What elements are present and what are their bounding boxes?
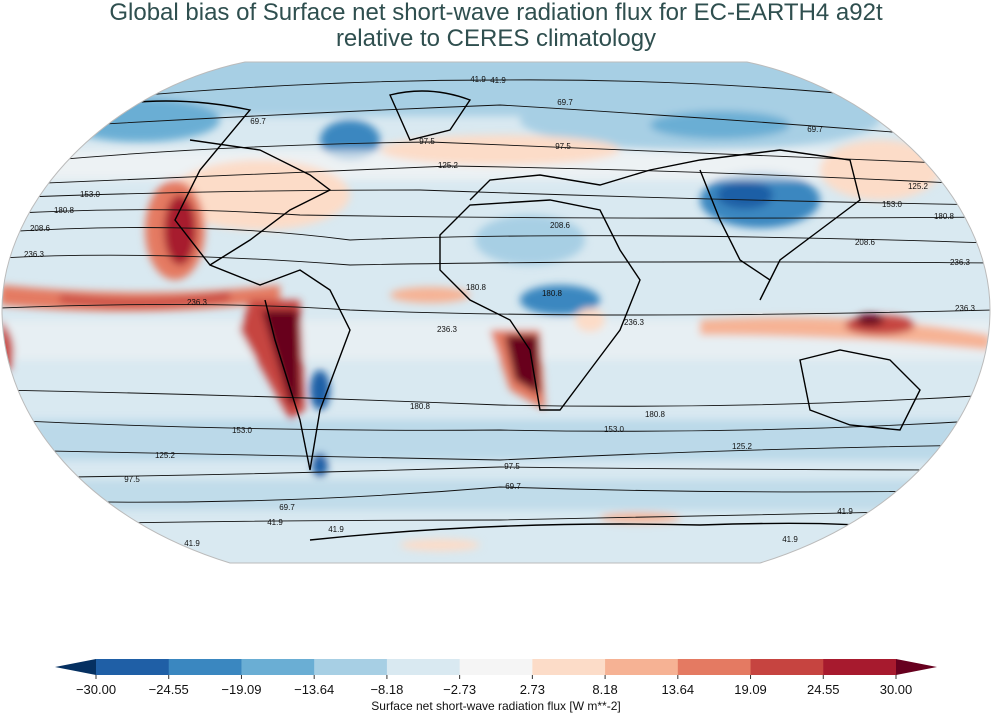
contour-label: 236.3 xyxy=(437,325,458,334)
contour-label: 236.3 xyxy=(950,258,971,267)
colorbar-tick-label: 19.09 xyxy=(734,682,767,697)
contour-label: 208.6 xyxy=(855,238,876,247)
colorbar-segment xyxy=(168,659,242,675)
contour-label: 41.9 xyxy=(782,535,798,544)
colorbar-tick-label: −8.18 xyxy=(370,682,404,697)
colorbar-tick-label: −19.09 xyxy=(221,682,262,697)
colorbar-tick-label: 13.64 xyxy=(661,682,695,697)
colorbar-extend-high xyxy=(896,659,937,675)
contour-label: 180.8 xyxy=(542,289,563,298)
colorbar-segment xyxy=(314,659,388,675)
bias-map: 41.9 41.9 69.7 69.7 69.7 97.5 97.5 125.2 125.2 15… xyxy=(1,61,991,564)
contour-label: 180.8 xyxy=(410,402,431,411)
colorbar-segment xyxy=(750,659,824,675)
contour-label: 41.9 xyxy=(490,76,506,85)
map-field: 41.9 41.9 69.7 69.7 69.7 97.5 97.5 125.2 125.2 15… xyxy=(2,62,990,563)
contour-label: 153.0 xyxy=(604,425,625,434)
contour-label: 41.9 xyxy=(470,75,486,84)
contour-lines xyxy=(2,79,990,526)
contour-label: 125.2 xyxy=(438,161,459,170)
chart-title-line-1: Global bias of Surface net short-wave ra… xyxy=(109,0,883,26)
contour-label: 41.9 xyxy=(267,518,283,527)
colorbar-segment xyxy=(532,659,606,675)
contour-label: 69.7 xyxy=(505,482,521,491)
map-boundary xyxy=(1,61,991,564)
contour-label: 125.2 xyxy=(908,182,929,191)
colorbar-tick-label: −24.55 xyxy=(148,682,189,697)
colorbar-segment xyxy=(96,659,170,675)
contour-label: 97.5 xyxy=(504,462,520,471)
contour-label: 125.2 xyxy=(732,442,753,451)
colorbar-segment xyxy=(241,659,315,675)
contour-label: 69.7 xyxy=(557,98,573,107)
contour-label: 180.8 xyxy=(934,212,955,221)
contour-label: 236.3 xyxy=(624,318,645,327)
contour-label: 41.9 xyxy=(328,525,344,534)
contour-label: 208.6 xyxy=(30,224,51,233)
contour-label: 153.0 xyxy=(232,426,253,435)
colorbar-segment xyxy=(459,659,533,675)
contour-label: 180.8 xyxy=(466,283,487,292)
colorbar-tick-label: 24.55 xyxy=(806,682,840,697)
contour-label: 97.5 xyxy=(124,475,140,484)
colorbar-segment xyxy=(677,659,752,675)
contour-label: 236.3 xyxy=(955,304,976,313)
contour-label: 97.5 xyxy=(555,142,571,151)
colorbar-segment xyxy=(605,659,679,675)
contour-label: 153.0 xyxy=(882,200,903,209)
contour-label: 41.9 xyxy=(184,539,200,548)
contour-label: 69.7 xyxy=(279,503,295,512)
colorbar-tick-label: 8.18 xyxy=(592,682,618,697)
colorbar-extend-low xyxy=(55,659,96,675)
contour-label: 236.3 xyxy=(24,250,45,259)
colorbar-tick-label: −30.00 xyxy=(75,682,117,697)
contour-label: 97.5 xyxy=(419,137,435,146)
colorbar-tick-label: −13.64 xyxy=(294,682,335,697)
contour-label: 180.8 xyxy=(54,206,75,215)
colorbar-tick-label: −2.73 xyxy=(443,682,477,697)
contour-label: 236.3 xyxy=(187,298,208,307)
contour-label: 153.0 xyxy=(80,190,101,199)
colorbar-tick-label: 30.00 xyxy=(879,682,913,697)
contour-labels: 41.9 41.9 69.7 69.7 69.7 97.5 97.5 125.2 125.2 15… xyxy=(24,75,976,548)
contour-label: 180.8 xyxy=(645,410,666,419)
contour-label: 125.2 xyxy=(155,451,176,460)
contour-label: 69.7 xyxy=(807,125,823,134)
colorbar-label: Surface net short-wave radiation flux [W… xyxy=(371,699,621,713)
colorbar-segment xyxy=(386,659,461,675)
contour-label: 208.6 xyxy=(550,221,571,230)
colorbar-tick-label: 2.73 xyxy=(519,682,546,697)
chart-title-line-2: relative to CERES climatology xyxy=(335,25,657,52)
colorbar xyxy=(55,659,937,679)
contour-label: 41.9 xyxy=(837,507,853,516)
colorbar-segment xyxy=(823,659,897,675)
contour-label: 69.7 xyxy=(250,117,266,126)
